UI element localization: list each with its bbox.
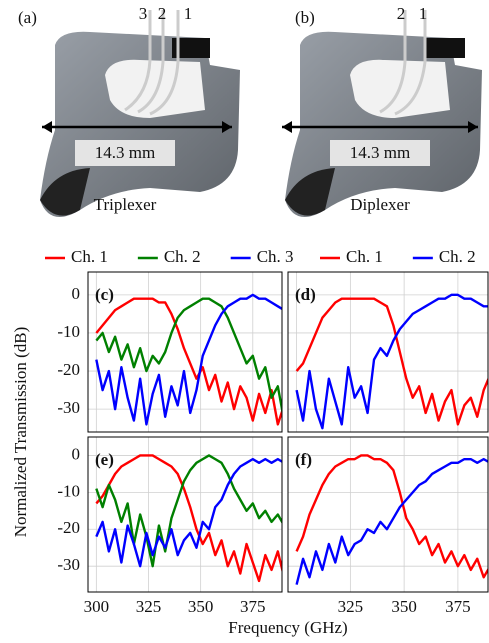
port-label: 1 — [184, 4, 193, 23]
panel-label: (e) — [95, 450, 114, 469]
legend-label: Ch. 2 — [164, 247, 201, 266]
y-axis-label: Normalized Transmission (dB) — [11, 327, 30, 538]
photo-caption: Triplexer — [94, 195, 157, 214]
plot-area — [95, 293, 282, 426]
series-line — [295, 293, 488, 430]
series-line — [295, 297, 488, 426]
photo-diplexer — [285, 10, 482, 218]
panel-label: (f) — [295, 450, 312, 469]
port-label: 3 — [139, 4, 148, 23]
y-tick-label: -20 — [57, 360, 80, 379]
port-label: 2 — [397, 4, 406, 23]
y-tick-label: -30 — [57, 398, 80, 417]
y-tick-label: -20 — [57, 518, 80, 537]
x-tick-label: 375 — [445, 597, 471, 616]
photo-caption: Diplexer — [350, 195, 410, 214]
x-tick-label: 350 — [391, 597, 417, 616]
series-line — [295, 457, 488, 585]
dimension-box — [330, 140, 430, 166]
legend-label: Ch. 2 — [439, 247, 476, 266]
x-tick-label: 300 — [84, 597, 110, 616]
series-line — [95, 454, 282, 568]
plot-area — [295, 454, 488, 585]
series-line — [95, 293, 282, 426]
dimension-label: 14.3 mm — [95, 143, 155, 162]
y-tick-label: -10 — [57, 322, 80, 341]
legend-label: Ch. 1 — [71, 247, 108, 266]
y-tick-label: 0 — [72, 444, 81, 463]
dimension-label: 14.3 mm — [350, 143, 410, 162]
port-label: 2 — [158, 4, 167, 23]
y-tick-label: -10 — [57, 481, 80, 500]
port-label: 1 — [419, 4, 428, 23]
x-tick-label: 325 — [136, 597, 162, 616]
dimension-box — [75, 140, 175, 166]
axes-frame — [287, 271, 489, 433]
series-line — [295, 454, 488, 579]
series-line — [95, 454, 282, 583]
x-tick-label: 375 — [240, 597, 266, 616]
panel-label: (d) — [295, 285, 316, 304]
photo-triplexer — [40, 10, 240, 218]
axes-frame — [87, 271, 283, 433]
y-tick-label: 0 — [72, 284, 81, 303]
series-line — [95, 457, 282, 568]
series-line — [95, 297, 282, 426]
panel-label: (a) — [18, 8, 37, 27]
x-tick-label: 350 — [188, 597, 214, 616]
plot-area — [295, 293, 488, 430]
series-line — [95, 297, 282, 416]
x-tick-label: 325 — [338, 597, 364, 616]
y-tick-label: -30 — [57, 555, 80, 574]
axes-frame — [87, 436, 283, 593]
panel-label: (b) — [295, 8, 315, 27]
panel-label: (c) — [95, 285, 114, 304]
plot-area — [95, 454, 282, 583]
legend-label: Ch. 1 — [346, 247, 383, 266]
legend-label: Ch. 3 — [257, 247, 294, 266]
x-axis-label: Frequency (GHz) — [228, 618, 347, 637]
axes-frame — [287, 436, 489, 593]
